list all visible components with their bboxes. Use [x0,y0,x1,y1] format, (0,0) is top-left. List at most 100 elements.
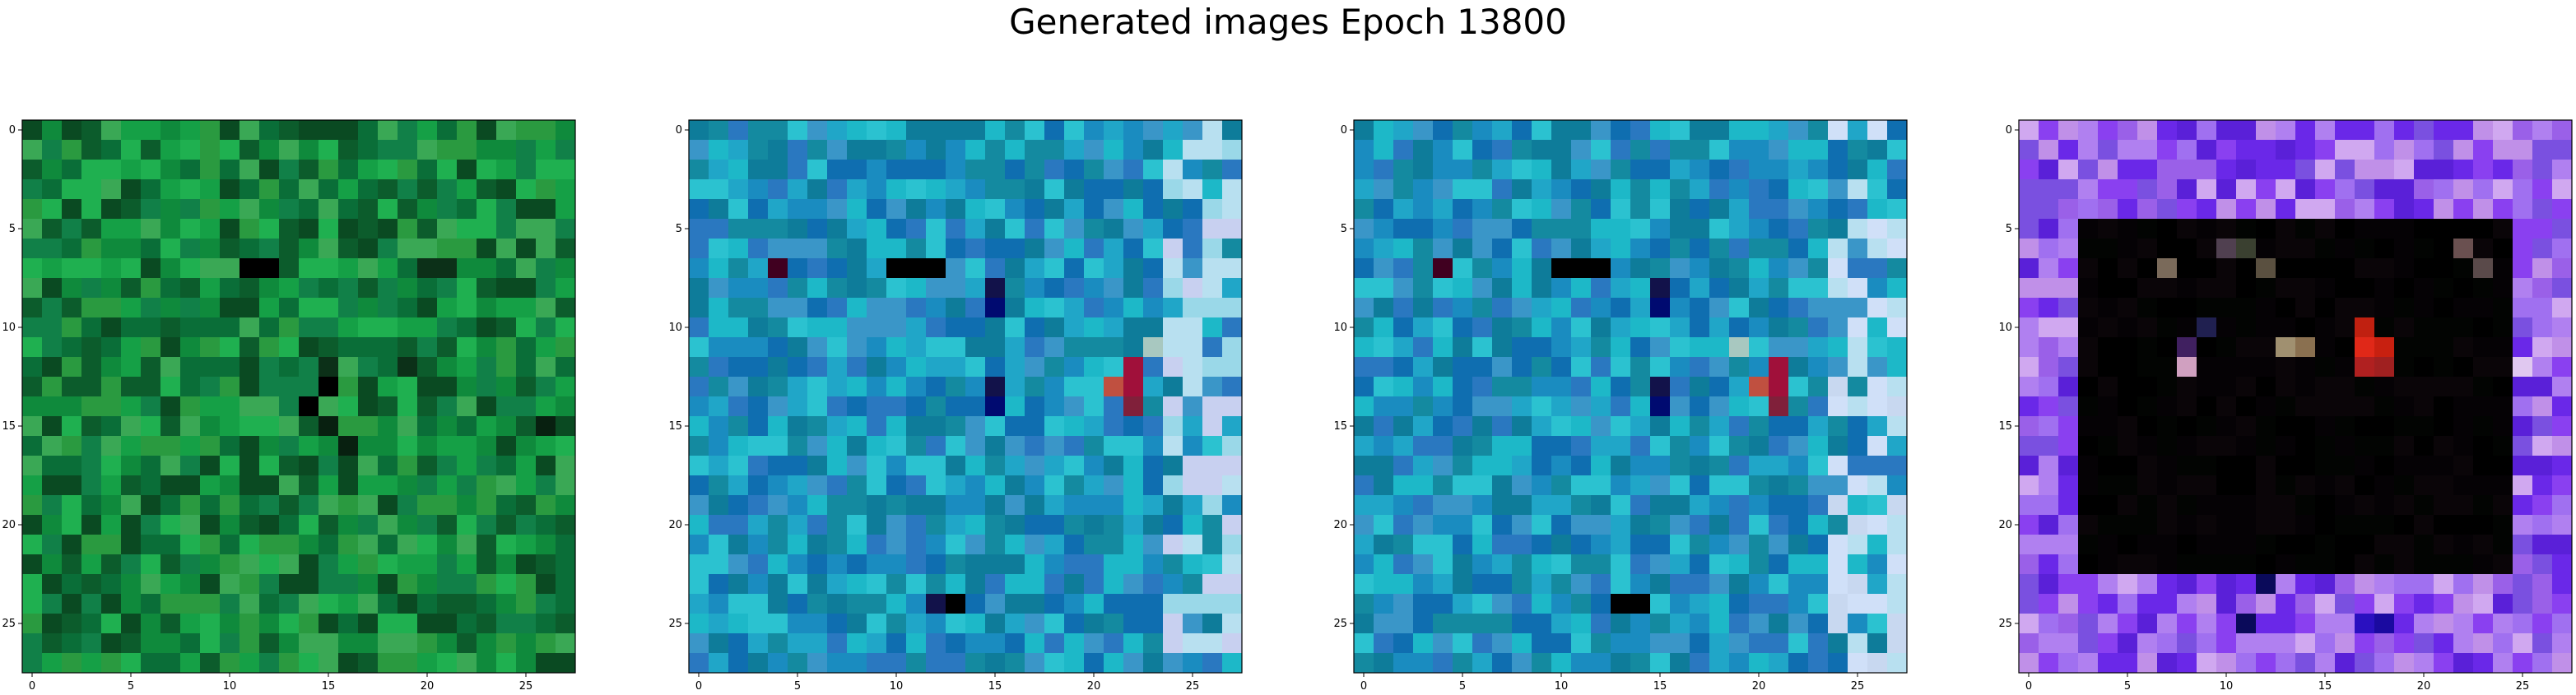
image-cell [1828,160,1848,180]
image-cell [1709,160,1730,180]
image-cell [180,416,201,437]
image-cell [2098,554,2118,575]
image-cell [847,554,867,575]
image-cell [160,416,181,437]
image-cell [1183,298,1203,318]
image-cell [926,633,946,654]
image-cell [965,495,986,516]
image-cell [2236,594,2257,614]
image-cell [2374,396,2395,417]
image-cell [2137,535,2158,555]
image-cell [417,436,438,456]
image-cell [2118,298,2138,318]
image-cell [2157,495,2178,516]
image-cell [1670,396,1690,417]
image-cell [2118,456,2138,476]
image-cell [299,317,319,338]
image-cell [42,357,63,378]
image-cell [1512,594,1532,614]
image-cell [2374,219,2395,239]
image-cell [1183,140,1203,160]
image-cell [239,219,260,239]
image-cell [556,140,576,160]
image-cell [768,179,788,200]
image-cell [2078,574,2099,595]
image-cell [338,160,359,180]
image-cell [1887,535,1908,555]
image-cell [2137,614,2158,634]
image-cell [2434,554,2454,575]
image-cell [867,140,887,160]
image-cell [1202,298,1223,318]
image-cell [200,574,221,595]
image-cells [1354,120,1908,674]
image-cell [2118,140,2138,160]
image-cell [728,614,749,634]
image-cell [709,456,729,476]
image-cell [1887,633,1908,654]
image-cell [768,614,788,634]
image-cell [2315,298,2336,318]
image-cell [985,239,1006,259]
image-cell [1591,475,1611,496]
image-cell [1848,337,1868,358]
image-cell [1670,594,1690,614]
image-cell [1788,396,1809,417]
image-cell [1084,179,1104,200]
image-cell [1532,239,1552,259]
image-cell [457,535,477,555]
image-cell [1005,278,1025,299]
image-cell [1202,535,1223,555]
image-cell [2236,535,2257,555]
axes-frame [21,119,576,674]
image-cell [1123,219,1144,239]
image-cell [1064,594,1085,614]
image-cell [2039,199,2059,220]
image-cell [2256,199,2276,220]
image-cell [1512,475,1532,496]
image-cell [398,160,418,180]
image-cell [1354,633,1374,654]
image-cell [1591,574,1611,595]
image-cell [2394,199,2415,220]
image-cell [417,653,438,674]
image-cell [1044,239,1065,259]
image-cell [239,456,260,476]
image-cell [1143,475,1164,496]
image-cell [1005,633,1025,654]
image-cell [1591,278,1611,299]
image-cell [457,337,477,358]
image-cell [1163,554,1183,575]
image-cell [2256,515,2276,535]
image-cell [1202,495,1223,516]
image-cell [2513,594,2533,614]
image-cell [1591,653,1611,674]
image-cell [1044,614,1065,634]
image-cells [2019,120,2573,674]
image-cell [477,199,497,220]
image-cell [358,377,379,397]
image-cell [220,594,240,614]
image-cell [1044,594,1065,614]
image-cell [180,199,201,220]
image-cell [1611,258,1631,279]
image-cell [2473,179,2494,200]
image-cell [2177,594,2197,614]
image-cell [827,614,848,634]
image-cell [1104,475,1124,496]
image-cell [2019,594,2039,614]
image-cell [141,515,161,535]
image-cell [1650,396,1671,417]
image-cell [965,298,986,318]
image-cell [2118,199,2138,220]
image-cell [299,278,319,299]
image-cell [81,278,102,299]
image-cell [1650,199,1671,220]
image-cell [1670,554,1690,575]
image-cell [1808,160,1829,180]
image-cell [2473,456,2494,476]
image-cell [1413,396,1434,417]
image-cell [827,574,848,595]
image-cell [536,160,556,180]
image-cell [1670,535,1690,555]
